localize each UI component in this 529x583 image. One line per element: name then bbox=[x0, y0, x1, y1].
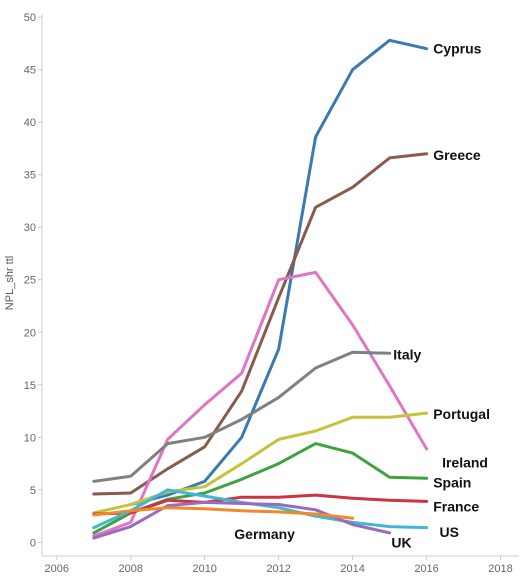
series-label-portugal: Portugal bbox=[433, 406, 490, 422]
x-tick-label: 2006 bbox=[45, 563, 69, 575]
x-tick-label: 2008 bbox=[119, 563, 143, 575]
x-tick-label: 2018 bbox=[488, 563, 512, 575]
y-tick-label: 30 bbox=[24, 222, 36, 234]
series-line-uk bbox=[92, 500, 392, 540]
series-line-france bbox=[92, 493, 429, 516]
y-axis-label: NPL_shr ttl bbox=[4, 256, 16, 310]
series-line-italy bbox=[92, 350, 392, 483]
series-label-cyprus: Cyprus bbox=[433, 41, 481, 57]
x-tick-label: 2014 bbox=[340, 563, 364, 575]
y-tick-label: 50 bbox=[24, 12, 36, 24]
series-label-us: US bbox=[440, 524, 459, 540]
y-tick-label: 0 bbox=[30, 537, 36, 549]
series-label-greece: Greece bbox=[433, 147, 481, 163]
y-tick-label: 15 bbox=[24, 380, 36, 392]
series-line-ireland bbox=[92, 270, 429, 538]
series-label-germany: Germany bbox=[234, 526, 295, 542]
series-label-ireland: Ireland bbox=[442, 455, 488, 471]
series-label-france: France bbox=[433, 499, 479, 515]
x-tick-label: 2016 bbox=[414, 563, 438, 575]
y-tick-label: 25 bbox=[24, 275, 36, 287]
y-tick-label: 10 bbox=[24, 432, 36, 444]
series-lines bbox=[92, 38, 429, 540]
series-label-uk: UK bbox=[391, 534, 411, 550]
series-labels: Cyprus Greece Italy Portugal Ireland Spain Fra… bbox=[234, 41, 490, 551]
y-tick-label: 45 bbox=[24, 65, 36, 77]
y-tick-label: 35 bbox=[24, 170, 36, 182]
y-tick-label: 5 bbox=[30, 485, 36, 497]
y-axis-ticks: 0 5 10 15 20 25 30 35 40 45 50 bbox=[24, 12, 42, 549]
series-label-italy: Italy bbox=[393, 346, 421, 362]
y-tick-label: 20 bbox=[24, 327, 36, 339]
series-line-germany bbox=[92, 506, 355, 520]
series-line-portugal bbox=[92, 411, 429, 515]
series-line-cyprus bbox=[129, 38, 429, 506]
axes-frame bbox=[41, 14, 519, 557]
x-axis-ticks: 2006 2008 2010 2012 2014 2016 2018 bbox=[45, 556, 513, 575]
x-tick-label: 2012 bbox=[266, 563, 290, 575]
series-label-spain: Spain bbox=[433, 474, 471, 490]
x-tick-label: 2010 bbox=[192, 563, 216, 575]
y-tick-label: 40 bbox=[24, 117, 36, 129]
